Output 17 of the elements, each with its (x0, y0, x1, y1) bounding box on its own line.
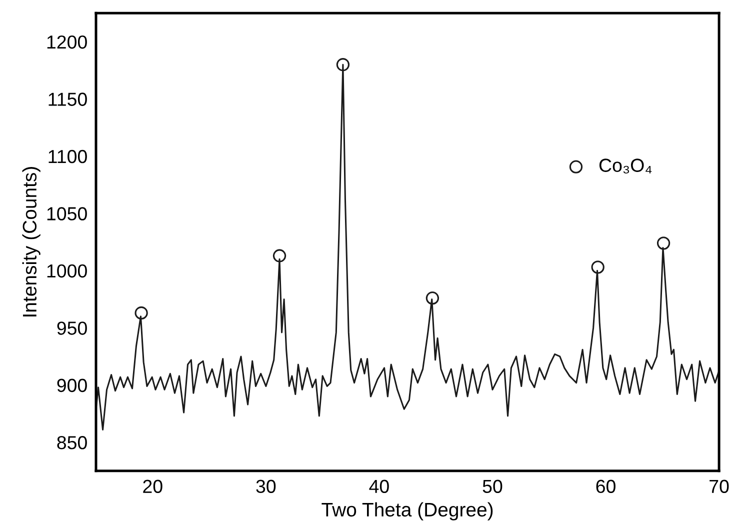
x-tick-label: 70 (710, 480, 729, 494)
y-tick-label: 1050 (47, 207, 87, 220)
y-tick-label: 1200 (47, 35, 87, 49)
x-tick-label: 20 (143, 480, 162, 494)
y-tick-label: 950 (57, 322, 87, 335)
y-axis-title: Intensity (Counts) (22, 167, 40, 316)
y-tick-label: 1150 (48, 92, 87, 106)
y-tick-label: 900 (57, 378, 87, 392)
x-axis-title: Two Theta (Degree) (322, 502, 493, 520)
x-tick-label: 40 (369, 480, 389, 494)
y-tick-label: 1100 (48, 150, 87, 164)
legend-label: Co₃O₄ (599, 158, 652, 174)
x-tick-label: 30 (256, 480, 276, 494)
x-tick-label: 50 (482, 480, 502, 494)
y-tick-label: 850 (57, 436, 87, 450)
x-tick-label: 60 (596, 480, 616, 494)
y-tick-label: 1000 (47, 264, 87, 278)
